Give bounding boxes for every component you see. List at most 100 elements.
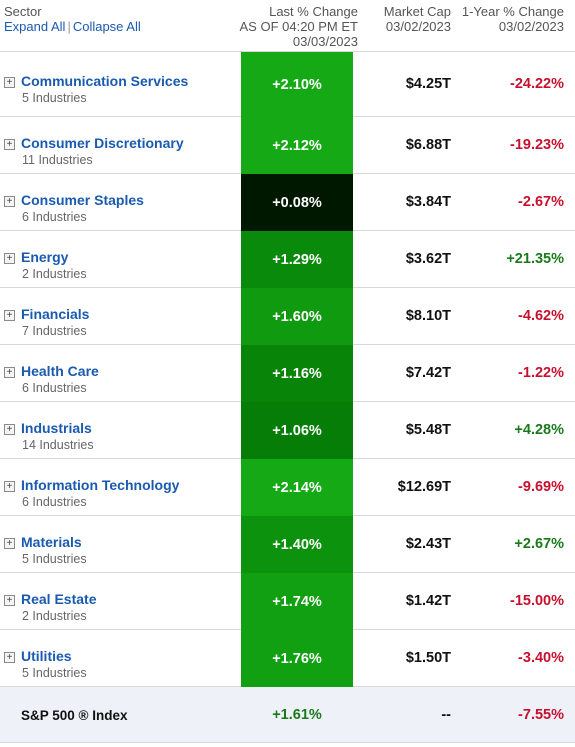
market-cap-value: $1.50T	[405, 649, 451, 666]
change-cell: +2.12%	[241, 117, 353, 174]
change-value: +0.08%	[272, 194, 322, 211]
change-cell: +2.10%	[241, 52, 353, 117]
year-change-value: -19.23%	[509, 136, 564, 153]
change-column-header: Last % Change AS OF 04:20 PM ET 03/03/20…	[208, 4, 359, 49]
year-change-column-header: 1-Year % Change 03/02/2023	[449, 4, 564, 34]
sector-name-link[interactable]: Materials	[21, 534, 82, 550]
sector-name-link[interactable]: Utilities	[21, 648, 72, 664]
table-row: + Consumer Discretionary 11 Industries +2.1…	[0, 117, 575, 174]
table-row: + Communication Services 5 Industries +2.10…	[0, 52, 575, 117]
market-cap-value: $5.48T	[405, 421, 451, 438]
plus-box-icon[interactable]: +	[4, 310, 15, 321]
change-date: 03/03/2023	[292, 34, 358, 49]
industry-count: 6 Industries	[22, 381, 87, 395]
change-value: +1.16%	[272, 365, 322, 382]
sector-name-link[interactable]: Industrials	[21, 420, 92, 436]
plus-box-icon[interactable]: +	[4, 77, 15, 88]
plus-box-icon[interactable]: +	[4, 253, 15, 264]
sector-name-link[interactable]: Consumer Staples	[21, 192, 144, 208]
year-change-value: -15.00%	[509, 592, 564, 609]
plus-box-icon[interactable]: +	[4, 367, 15, 378]
sector-label: Sector	[4, 4, 42, 19]
change-cell: +0.08%	[241, 174, 353, 231]
change-asof: AS OF 04:20 PM ET	[239, 19, 359, 34]
cap-date: 03/02/2023	[385, 19, 451, 34]
year-change-value: -1.22%	[518, 364, 564, 381]
change-cell: +1.16%	[241, 345, 353, 402]
industry-count: 5 Industries	[22, 91, 87, 105]
sector-name-link[interactable]: Financials	[21, 306, 90, 322]
change-cell: +1.40%	[241, 516, 353, 573]
change-value: +2.12%	[272, 137, 322, 154]
market-cap-value: $4.25T	[405, 75, 451, 92]
plus-box-icon[interactable]: +	[4, 196, 15, 207]
table-row: + Health Care 6 Industries +1.16% $7.42T -1.2…	[0, 345, 575, 402]
change-cell: +2.14%	[241, 459, 353, 516]
year-change-value: -3.40%	[518, 649, 564, 666]
change-value: +1.06%	[272, 422, 322, 439]
sector-name-link[interactable]: Information Technology	[21, 477, 180, 493]
change-value: +2.10%	[272, 76, 322, 93]
sector-rows: + Communication Services 5 Industries +2.10…	[0, 52, 575, 687]
table-row: + Consumer Staples 6 Industries +0.08% $3.84…	[0, 174, 575, 231]
market-cap-column-header: Market Cap 03/02/2023	[361, 4, 451, 34]
table-row: + Real Estate 2 Industries +1.74% $1.42T -15.…	[0, 573, 575, 630]
market-cap-value: $3.62T	[405, 250, 451, 267]
year-change-value: +2.67%	[514, 535, 564, 552]
sector-name-link[interactable]: Energy	[21, 249, 69, 265]
market-cap-value: $1.42T	[405, 592, 451, 609]
index-name: S&P 500 ® Index	[21, 708, 128, 723]
market-cap-value: $6.88T	[405, 136, 451, 153]
plus-box-icon[interactable]: +	[4, 538, 15, 549]
year-date: 03/02/2023	[498, 19, 564, 34]
expand-all-link[interactable]: Expand All	[4, 19, 66, 34]
market-cap-value: $7.42T	[405, 364, 451, 381]
table-row: + Energy 2 Industries +1.29% $3.62T +21.35%	[0, 231, 575, 288]
industry-count: 7 Industries	[22, 324, 87, 338]
year-label: 1-Year % Change	[461, 4, 564, 19]
table-row: + Industrials 14 Industries +1.06% $5.48T +4.…	[0, 402, 575, 459]
sector-name-link[interactable]: Consumer Discretionary	[21, 135, 184, 151]
change-cell: +1.60%	[241, 288, 353, 345]
sector-name-link[interactable]: Health Care	[21, 363, 99, 379]
industry-count: 11 Industries	[22, 153, 93, 167]
cap-label: Market Cap	[383, 4, 451, 19]
change-label: Last % Change	[269, 4, 358, 19]
industry-count: 6 Industries	[22, 210, 87, 224]
plus-box-icon[interactable]: +	[4, 652, 15, 663]
sector-name-link[interactable]: Real Estate	[21, 591, 97, 607]
change-cell: +1.29%	[241, 231, 353, 288]
index-total-row: S&P 500 ® Index +1.61% -- -7.55%	[0, 687, 575, 743]
index-market-cap: --	[441, 707, 451, 723]
plus-box-icon[interactable]: +	[4, 595, 15, 606]
change-cell: +1.06%	[241, 402, 353, 459]
industry-count: 2 Industries	[22, 609, 87, 623]
expand-collapse-links: Expand All | Collapse All	[4, 19, 141, 34]
plus-box-icon[interactable]: +	[4, 139, 15, 150]
link-separator: |	[67, 19, 71, 34]
change-cell: +1.76%	[241, 630, 353, 687]
plus-box-icon[interactable]: +	[4, 424, 15, 435]
index-change: +1.61%	[272, 707, 322, 723]
year-change-value: -4.62%	[518, 307, 564, 324]
year-change-value: -9.69%	[518, 478, 564, 495]
change-cell: +1.74%	[241, 573, 353, 630]
market-cap-value: $12.69T	[397, 478, 451, 495]
table-row: + Financials 7 Industries +1.60% $8.10T -4.62…	[0, 288, 575, 345]
year-change-value: +4.28%	[514, 421, 564, 438]
collapse-all-link[interactable]: Collapse All	[72, 19, 141, 34]
industry-count: 6 Industries	[22, 495, 87, 509]
market-cap-value: $8.10T	[405, 307, 451, 324]
year-change-value: +21.35%	[506, 250, 564, 267]
table-row: + Utilities 5 Industries +1.76% $1.50T -3.40%	[0, 630, 575, 687]
change-value: +1.74%	[272, 593, 322, 610]
sector-name-link[interactable]: Communication Services	[21, 73, 189, 89]
industry-count: 5 Industries	[22, 666, 87, 680]
change-value: +1.29%	[272, 251, 322, 268]
plus-box-icon[interactable]: +	[4, 481, 15, 492]
year-change-value: -2.67%	[518, 193, 564, 210]
table-row: + Information Technology 6 Industries +2.14…	[0, 459, 575, 516]
change-value: +1.40%	[272, 536, 322, 553]
industry-count: 2 Industries	[22, 267, 87, 281]
